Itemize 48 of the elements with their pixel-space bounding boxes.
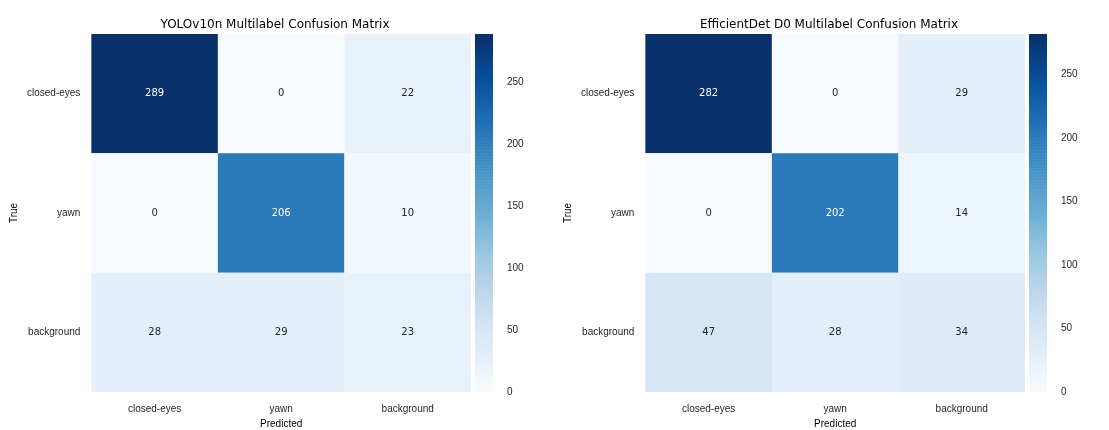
color-bar-label: 200 [1061, 131, 1079, 143]
x-axis-title: Predicted [814, 417, 857, 429]
x-tick-label: background [935, 402, 988, 414]
color-bar-label: 100 [1061, 258, 1079, 270]
data-label: 10 [401, 206, 415, 218]
data-label: 22 [401, 87, 415, 99]
data-label: 282 [699, 87, 719, 99]
color-bar-label: 250 [507, 76, 525, 88]
color-bar-label: 150 [507, 199, 525, 211]
y-tick-label: yawn [57, 206, 81, 218]
data-label: 28 [148, 325, 161, 337]
data-label: 0 [277, 87, 285, 99]
x-tick-label: yawn [269, 402, 293, 414]
chart-title: YOLOv10n Multilabel Confusion Matrix [159, 16, 390, 31]
color-bar-label: 200 [507, 138, 525, 149]
data-label: 29 [955, 87, 969, 99]
y-tick-label: closed-eyes [581, 87, 635, 99]
data-label: 28 [828, 325, 842, 337]
data-label: 23 [401, 325, 415, 337]
data-label: 206 [271, 206, 291, 218]
data-label: 29 [274, 325, 288, 337]
color-bar-label: 150 [1061, 195, 1079, 207]
chart-title: EfficientDet D0 Multilabel Confusion Matrix [699, 16, 959, 31]
y-tick-label: background [582, 326, 635, 338]
y-tick-label: yawn [611, 206, 635, 218]
data-label: 34 [955, 325, 969, 337]
x-tick-label: closed-eyes [681, 402, 736, 414]
color-bar-label: 0 [1061, 385, 1067, 397]
y-tick-label: closed-eyes [27, 87, 81, 99]
x-tick-label: closed-eyes [127, 402, 182, 414]
color-bar-label: 0 [507, 385, 513, 397]
color-bar-label: 50 [507, 323, 519, 335]
y-axis-title: True [561, 202, 573, 224]
data-label: 0 [831, 87, 839, 99]
y-tick-label: background [28, 326, 81, 338]
data-label: 202 [825, 206, 845, 218]
data-label: 47 [702, 325, 715, 337]
color-bar-label: 250 [1061, 68, 1079, 80]
x-axis-title: Predicted [260, 417, 303, 429]
data-label: 289 [145, 87, 165, 99]
x-tick-label: background [381, 402, 434, 414]
data-label: 0 [151, 206, 158, 218]
y-axis-title: True [7, 202, 19, 224]
x-tick-label: yawn [823, 402, 847, 414]
data-label: 0 [705, 206, 712, 218]
color-bar-label: 100 [507, 261, 525, 273]
color-bar-label: 50 [1061, 322, 1073, 334]
data-label: 14 [955, 206, 969, 218]
